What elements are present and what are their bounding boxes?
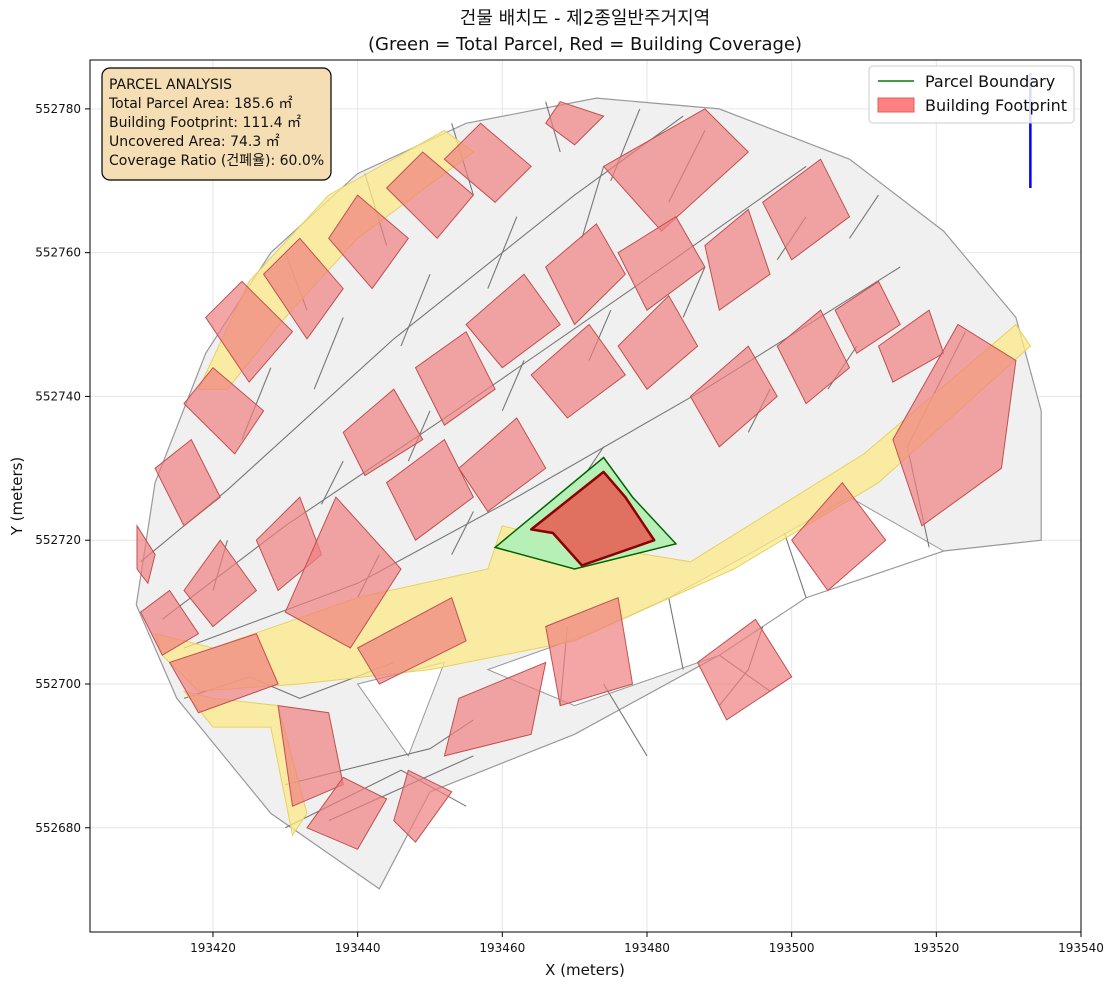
y-tick-label: 552720 [35,533,81,547]
building-footprint [306,776,388,850]
building-footprint [545,101,605,146]
building-footprint [385,151,475,240]
building-footprint [385,438,475,541]
parcel-boundary-line [400,273,431,347]
building-footprint [262,237,344,340]
parcel-boundary-line [668,597,684,670]
parcel-boundary-line [581,166,605,239]
x-tick-label: 193420 [190,941,236,955]
x-tick-label: 193500 [769,941,815,955]
legend-label-parcel: Parcel Boundary [925,72,1055,91]
axes-frame [89,59,1082,933]
building-footprint [443,661,547,757]
y-tick-label: 552780 [35,102,81,116]
tick-layer: 193420 193440 193460 193480 193500 193520 1935… [35,102,1104,955]
info-box-background [101,67,332,181]
building-footprint [545,597,634,707]
parcel-boundary-line [487,216,518,289]
parcel-boundary-line [313,317,344,390]
building-footprint [458,417,547,513]
building-footprint [443,122,532,203]
x-tick-label: 193460 [479,941,525,955]
building-footprint [545,223,626,326]
map-layer [135,72,1042,890]
building-footprint [136,524,156,585]
chart-title-line2: (Green = Total Parcel, Red = Building Co… [368,34,802,55]
building-footprint [183,539,258,628]
building-footprint [530,323,626,419]
building-footprint [205,280,294,383]
info-building-footprint: Building Footprint: 111.4 ㎡ [109,115,301,131]
parcel-boundary-line [849,194,879,239]
legend: Parcel Boundary Building Footprint [868,65,1075,124]
building-footprint [791,481,887,592]
building-footprint [617,294,699,390]
y-tick-label: 552760 [35,246,81,260]
building-footprint [602,108,750,232]
parcel-boundary-line [783,532,807,598]
building-footprint [776,309,851,405]
target-building [529,470,656,567]
info-coverage-ratio: Coverage Ratio (건폐율): 60.0% [109,153,324,169]
building-footprint [183,366,265,455]
building-footprint [328,194,409,290]
building-footprint [762,158,851,261]
building-footprint [414,330,496,426]
x-tick-label: 193540 [1058,941,1104,955]
chart-title-line1: 건물 배치도 - 제2종일반주거지역 [460,8,710,29]
parcel-boundary-line [451,511,474,555]
building-footprint [342,388,424,477]
building-footprint [465,273,561,369]
info-total-area: Total Parcel Area: 185.6 ㎡ [108,96,293,112]
parcel-boundary-line [603,683,648,757]
parcel-boundary-line [682,266,706,318]
building-footprint [356,596,467,685]
y-tick-label: 552680 [35,821,81,835]
building-footprint [617,216,706,311]
building-footprint [834,280,901,355]
parcel-analysis-box: PARCEL ANALYSIS Total Parcel Area: 185.6… [101,67,332,181]
legend-swatch-building [877,97,915,113]
parcel-boundary-line [501,360,525,412]
parcel-boundary-line [321,460,344,505]
x-tick-label: 193480 [624,941,670,955]
legend-frame [868,65,1075,124]
y-tick-label: 552700 [35,677,81,691]
x-tick-label: 193440 [335,941,381,955]
building-footprint [168,633,279,714]
building-footprint [704,208,771,312]
building-footprint [154,438,221,527]
building-footprint [689,345,778,448]
y-tick-label: 552740 [35,389,81,403]
building-footprint [696,618,793,721]
y-axis-label: Y (meters) [8,457,26,537]
building-footprint [139,589,200,656]
legend-label-building: Building Footprint [925,96,1067,115]
info-uncovered-area: Uncovered Area: 74.3 ㎡ [109,134,280,150]
x-axis-label: X (meters) [545,961,625,979]
building-footprint [284,496,402,649]
x-tick-label: 193520 [913,941,959,955]
info-heading: PARCEL ANALYSIS [109,77,232,93]
building-footprint [393,769,453,843]
building-footprint [892,323,1017,527]
